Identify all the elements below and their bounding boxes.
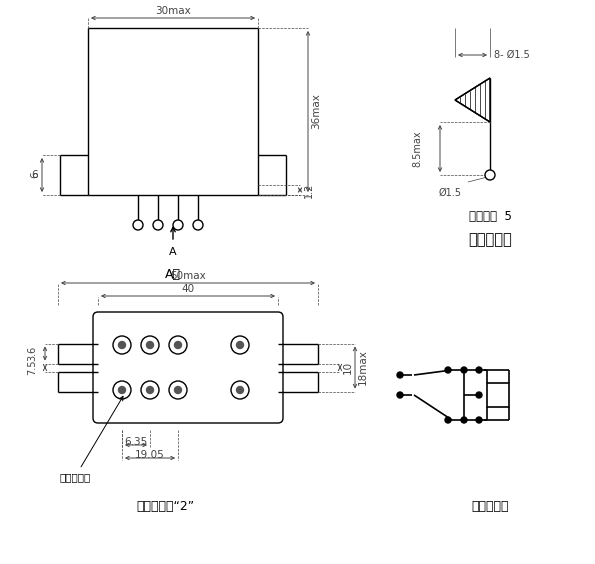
Circle shape bbox=[397, 372, 403, 378]
Text: 18max: 18max bbox=[358, 350, 368, 385]
Circle shape bbox=[476, 392, 482, 398]
Circle shape bbox=[169, 381, 187, 399]
Circle shape bbox=[146, 386, 154, 394]
Circle shape bbox=[118, 386, 126, 394]
Text: 6: 6 bbox=[30, 171, 40, 178]
Text: 19.05: 19.05 bbox=[135, 450, 165, 460]
Circle shape bbox=[118, 341, 126, 349]
Circle shape bbox=[133, 220, 143, 230]
Text: 8- Ø1.5: 8- Ø1.5 bbox=[494, 50, 530, 60]
Circle shape bbox=[146, 341, 154, 349]
Text: 50max: 50max bbox=[170, 271, 206, 281]
Text: 6.35: 6.35 bbox=[124, 437, 148, 447]
Text: A: A bbox=[169, 247, 177, 257]
Text: Ø1.5: Ø1.5 bbox=[439, 188, 462, 198]
Text: 引出端型式: 引出端型式 bbox=[468, 232, 512, 247]
Circle shape bbox=[174, 386, 181, 394]
Text: 8.5max: 8.5max bbox=[412, 130, 422, 167]
Circle shape bbox=[113, 381, 131, 399]
Text: 焊孔式：  5: 焊孔式： 5 bbox=[469, 210, 512, 223]
Circle shape bbox=[236, 341, 243, 349]
Polygon shape bbox=[455, 78, 490, 122]
Circle shape bbox=[113, 336, 131, 354]
Circle shape bbox=[141, 336, 159, 354]
Text: 着色绵缘子: 着色绵缘子 bbox=[60, 396, 123, 482]
Circle shape bbox=[485, 170, 495, 180]
FancyBboxPatch shape bbox=[93, 312, 283, 423]
Circle shape bbox=[461, 417, 467, 423]
Text: 36max: 36max bbox=[311, 94, 321, 129]
Circle shape bbox=[236, 386, 243, 394]
Text: 安装方式：“2”: 安装方式：“2” bbox=[136, 500, 194, 513]
Text: 3.6: 3.6 bbox=[27, 346, 37, 361]
Circle shape bbox=[173, 220, 183, 230]
Circle shape bbox=[169, 336, 187, 354]
Circle shape bbox=[445, 367, 451, 373]
Circle shape bbox=[461, 367, 467, 373]
Circle shape bbox=[397, 392, 403, 398]
Text: 30max: 30max bbox=[155, 6, 191, 16]
Circle shape bbox=[445, 417, 451, 423]
Text: 10: 10 bbox=[343, 361, 353, 374]
Text: A向: A向 bbox=[165, 268, 181, 281]
Circle shape bbox=[476, 417, 482, 423]
Circle shape bbox=[141, 381, 159, 399]
Bar bbox=[487, 383, 509, 407]
Circle shape bbox=[231, 381, 249, 399]
Circle shape bbox=[476, 367, 482, 373]
Text: 1.2: 1.2 bbox=[304, 182, 314, 198]
Circle shape bbox=[231, 336, 249, 354]
Circle shape bbox=[153, 220, 163, 230]
Text: 40: 40 bbox=[181, 284, 195, 294]
Text: 底视电路图: 底视电路图 bbox=[471, 500, 509, 513]
Circle shape bbox=[174, 341, 181, 349]
Text: 6: 6 bbox=[32, 170, 38, 180]
Circle shape bbox=[193, 220, 203, 230]
Text: 7.5: 7.5 bbox=[27, 360, 37, 375]
